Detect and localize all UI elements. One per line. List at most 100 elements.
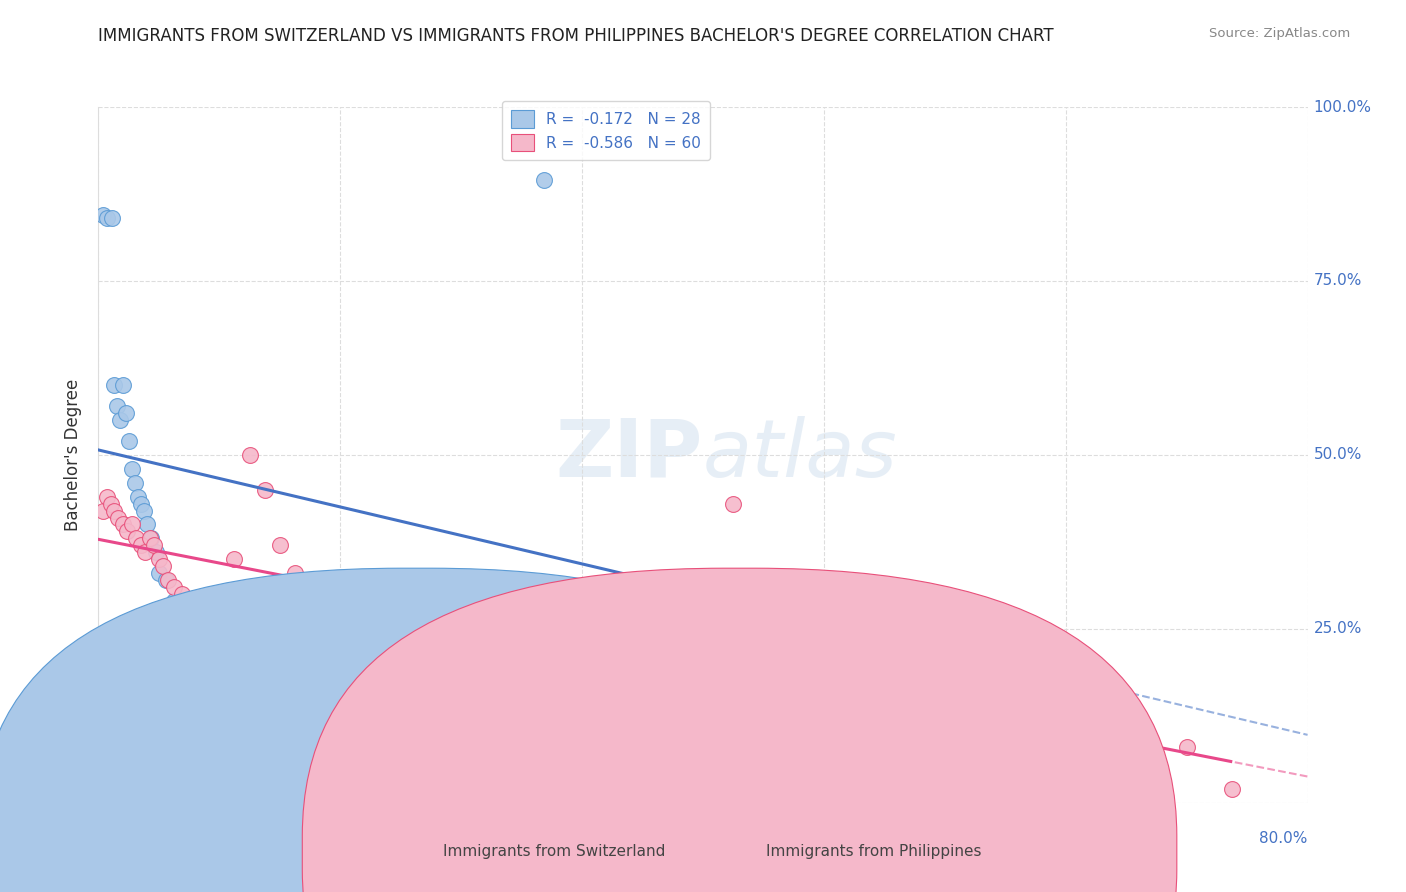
Point [835,674,858,689]
Text: Source: ZipAtlas.com: Source: ZipAtlas.com [1209,27,1350,40]
Point [114,406,136,420]
Point [132,503,155,517]
Point [405,615,427,629]
Point [145,545,167,559]
Point [873,677,896,691]
Point [714,594,737,608]
Point [661,649,683,664]
Legend: R =  -0.172   N = 28, R =  -0.586   N = 60: R = -0.172 N = 28, R = -0.586 N = 60 [502,101,710,161]
Point [134,545,156,559]
Point [374,601,396,615]
Point [851,681,873,695]
Point [121,517,143,532]
Text: ZIP: ZIP [555,416,703,494]
Point [118,434,141,448]
Point [148,566,170,581]
Point [540,657,562,671]
Point [100,497,122,511]
Point [571,649,593,664]
Point [115,524,138,539]
Point [125,532,148,546]
Point [163,580,186,594]
Point [177,629,201,643]
Point [904,684,927,698]
Point [111,517,134,532]
Point [314,580,336,594]
Point [1175,740,1198,755]
Point [121,462,143,476]
Point [103,503,125,517]
Point [141,532,163,546]
Point [152,559,174,574]
Text: IMMIGRANTS FROM SWITZERLAND VS IMMIGRANTS FROM PHILIPPINES BACHELOR'S DEGREE COR: IMMIGRANTS FROM SWITZERLAND VS IMMIGRANT… [98,27,1054,45]
Text: Immigrants from Switzerland: Immigrants from Switzerland [443,845,665,859]
Point [692,664,714,678]
Point [721,497,744,511]
Point [148,552,170,566]
Point [201,615,224,629]
Point [156,573,179,587]
Point [101,211,124,226]
Point [253,483,276,497]
Text: 80.0%: 80.0% [1260,830,1308,846]
Point [208,622,231,636]
Point [135,517,157,532]
Text: 50.0%: 50.0% [1313,448,1362,462]
Point [96,211,118,226]
Text: atlas: atlas [703,416,898,494]
Point [96,490,118,504]
Point [91,208,114,222]
Point [105,399,128,413]
Point [782,649,804,664]
Point [186,642,208,657]
Text: 25.0%: 25.0% [1313,622,1362,636]
Text: 75.0%: 75.0% [1313,274,1362,288]
Point [139,532,162,546]
Point [163,594,186,608]
Point [239,448,262,462]
Text: 100.0%: 100.0% [1313,100,1372,114]
Point [752,657,775,671]
Point [129,538,152,552]
Point [155,573,177,587]
Point [481,636,503,650]
Point [389,607,412,622]
Point [269,538,291,552]
Point [844,671,866,685]
Point [465,629,488,643]
Point [108,413,131,427]
Point [510,587,533,601]
Point [813,664,835,678]
Point [934,691,956,706]
Point [1220,781,1243,796]
Point [602,657,624,671]
Point [170,587,193,601]
Point [360,580,382,594]
Point [730,601,752,615]
Point [186,601,208,615]
Point [193,607,215,622]
Point [143,538,166,552]
Point [994,740,1017,755]
Point [124,475,146,490]
Point [419,622,441,636]
Point [127,490,149,504]
Point [329,587,352,601]
Text: 0.0%: 0.0% [98,830,138,846]
Point [495,642,517,657]
Point [631,642,654,657]
Point [129,497,152,511]
Point [91,503,114,517]
Point [344,594,367,608]
Point [111,378,134,392]
Point [103,378,125,392]
Y-axis label: Bachelor's Degree: Bachelor's Degree [65,379,83,531]
Point [224,552,246,566]
Point [533,173,555,187]
Point [284,566,307,581]
Point [450,622,472,636]
Point [177,594,201,608]
Point [107,510,129,524]
Point [170,607,193,622]
Text: Immigrants from Philippines: Immigrants from Philippines [766,845,981,859]
